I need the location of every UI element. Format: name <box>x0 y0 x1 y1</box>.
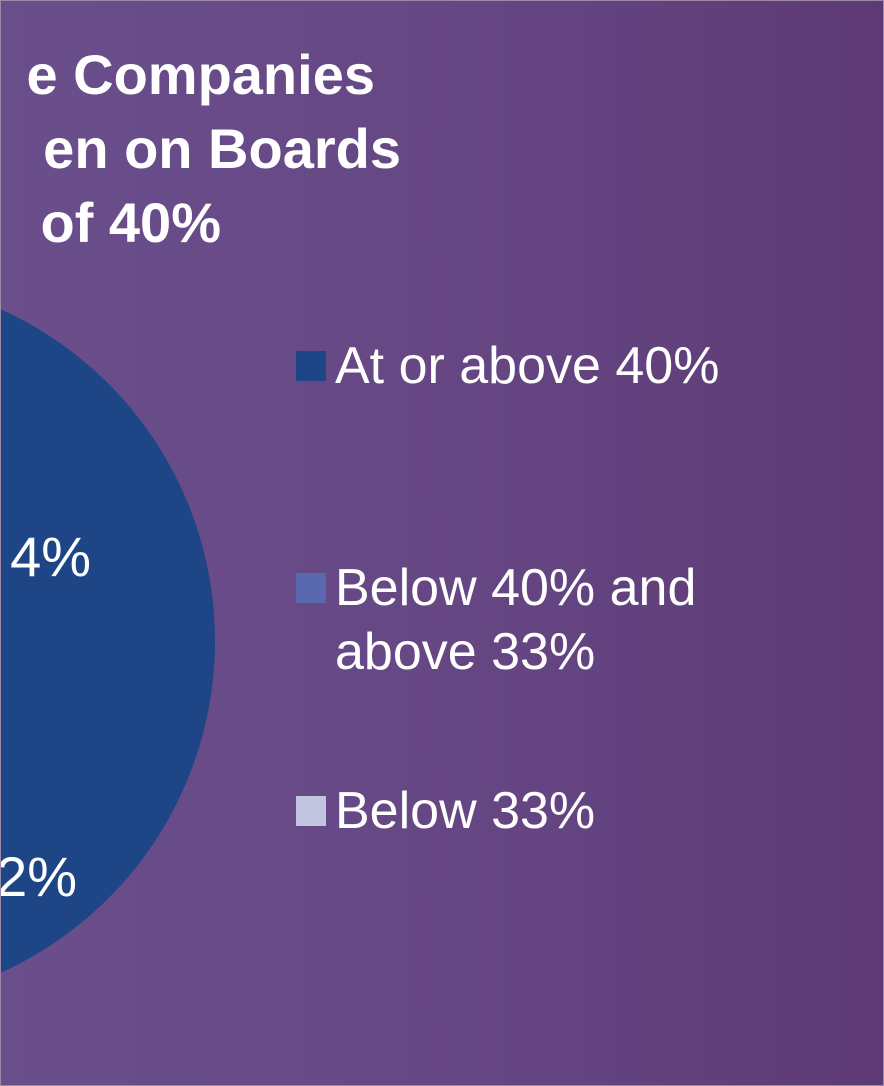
pie-slice-label: 4% <box>10 525 91 588</box>
legend-label-continued: above 33% <box>335 623 596 681</box>
chart-title-line-1: e Companies <box>26 43 375 106</box>
chart-title-line-3: of 40% <box>40 191 222 254</box>
legend-label: At or above 40% <box>335 337 720 395</box>
legend-swatch <box>296 351 326 381</box>
legend-swatch <box>296 796 326 826</box>
pie-slice <box>1 309 215 973</box>
legend-label: Below 33% <box>335 782 596 840</box>
pie-slice-label: 2% <box>1 845 77 908</box>
legend-label: Below 40% and <box>335 559 697 617</box>
chart-title-line-2: en on Boards <box>43 117 401 180</box>
legend-swatch <box>296 573 326 603</box>
